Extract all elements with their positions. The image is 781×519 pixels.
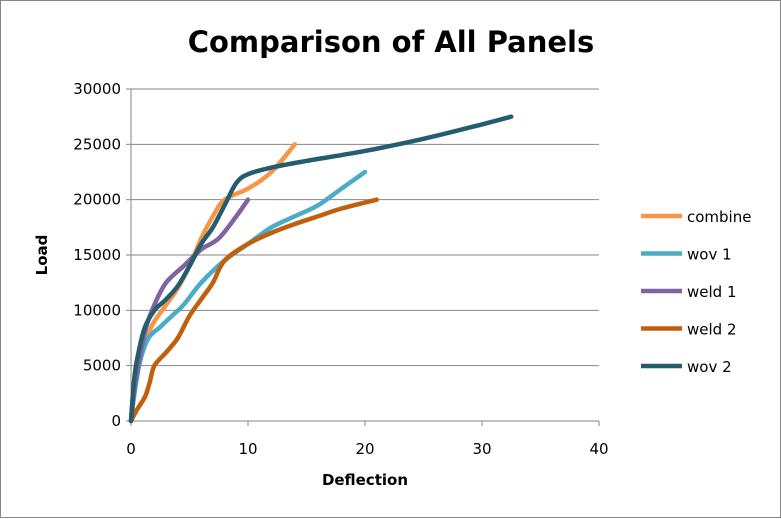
legend-label: wov 1 [687,246,732,264]
x-tick-label: 40 [589,440,608,458]
x-axis-ticks: 0 10 20 30 40 [126,421,609,458]
legend-item-combine: combine [641,208,751,226]
series-line-weld-2 [128,197,379,424]
x-axis-title: Deflection [322,471,408,489]
y-tick-label: 0 [111,412,121,430]
legend-item-weld-1: weld 1 [641,283,737,301]
series-lines [128,114,514,424]
gridlines [131,88,599,367]
x-tick-label: 0 [126,440,136,458]
x-tick-label: 20 [355,440,374,458]
legend-item-weld-2: weld 2 [641,321,737,339]
y-tick-label: 20000 [73,191,121,209]
y-tick-label: 10000 [73,301,121,319]
y-axis-title: Load [33,235,51,276]
y-tick-label: 25000 [73,135,121,153]
y-axis-ticks: 0 5000 10000 15000 20000 25000 30000 [73,80,131,430]
legend-item-wov-2: wov 2 [641,358,732,376]
legend-label: wov 2 [687,358,732,376]
y-tick-label: 15000 [73,246,121,264]
legend: combine wov 1 weld 1 weld 2 wov 2 [641,208,751,376]
x-tick-label: 10 [238,440,257,458]
series-line-wov-2 [128,114,514,424]
y-tick-label: 30000 [73,80,121,98]
legend-label: weld 2 [687,321,737,339]
x-tick-label: 30 [472,440,491,458]
legend-item-wov-1: wov 1 [641,246,732,264]
legend-label: combine [687,208,751,226]
legend-label: weld 1 [687,283,737,301]
y-tick-label: 5000 [83,357,121,375]
chart-title: Comparison of All Panels [188,25,595,59]
